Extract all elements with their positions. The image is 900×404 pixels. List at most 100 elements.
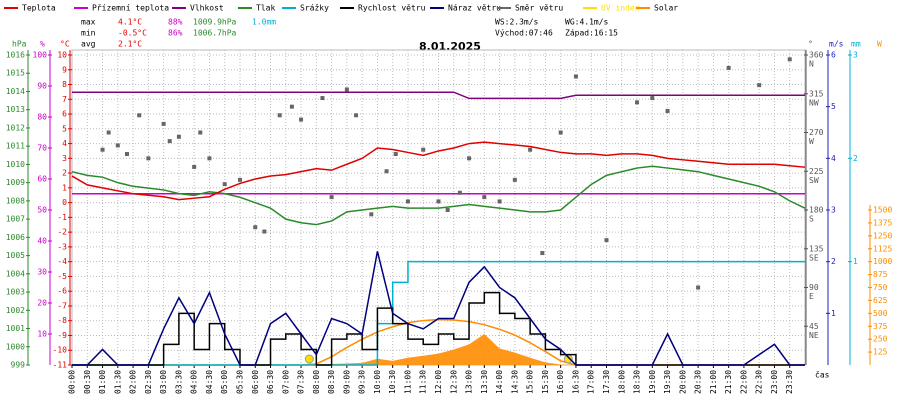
y-tick-label: 0 bbox=[62, 198, 67, 207]
wind-direction-point bbox=[137, 113, 142, 118]
y-tick-label: 10 bbox=[57, 51, 67, 60]
y-tick-label: 1375 bbox=[873, 218, 892, 227]
x-tick-label: 23:30 bbox=[785, 370, 794, 394]
x-tick-label: 20:00 bbox=[678, 370, 687, 394]
y-tick-label: 6 bbox=[62, 110, 67, 119]
x-tick-label: 05:00 bbox=[220, 370, 229, 394]
wind-direction-point bbox=[277, 113, 282, 118]
x-tick-label: 11:00 bbox=[403, 370, 412, 394]
y-tick-label: 90 bbox=[37, 82, 47, 91]
direction-label: NE bbox=[809, 331, 819, 340]
y-tick-label: 50 bbox=[37, 206, 47, 215]
y-tick-label: 250 bbox=[873, 335, 888, 344]
y-tick-label: 125 bbox=[873, 348, 888, 357]
solar-area bbox=[72, 334, 805, 365]
y-tick-label: 1 bbox=[853, 257, 858, 266]
wind-direction-point bbox=[106, 130, 111, 135]
y-tick-label: 2 bbox=[831, 257, 836, 266]
wind-direction-point bbox=[604, 238, 609, 243]
direction-label: S bbox=[809, 215, 814, 224]
x-tick-label: 18:00 bbox=[617, 370, 626, 394]
legend-label: Směr větru bbox=[515, 4, 563, 13]
y-axis-unit: hPa bbox=[12, 40, 27, 49]
y-axis-unit: ° bbox=[808, 40, 813, 49]
wind-direction-point bbox=[161, 121, 166, 126]
x-tick-label: 23:00 bbox=[770, 370, 779, 394]
x-tick-label: 15:30 bbox=[541, 370, 550, 394]
x-tick-label: 01:00 bbox=[98, 370, 107, 394]
y-tick-label: 3 bbox=[831, 206, 836, 215]
y-tick-label: 1004 bbox=[6, 269, 25, 278]
y-tick-label: 1007 bbox=[6, 215, 25, 224]
y-tick-label: 135 bbox=[809, 244, 824, 253]
wind-direction-point bbox=[787, 57, 792, 62]
legend-label: Tlak bbox=[256, 4, 275, 13]
y-tick-label: 1000 bbox=[873, 257, 892, 266]
y-tick-label: 6 bbox=[831, 51, 836, 60]
y-tick-label: 750 bbox=[873, 283, 888, 292]
y-axis-unit: mm bbox=[851, 40, 861, 49]
series-line bbox=[71, 141, 806, 201]
x-tick-label: 04:00 bbox=[190, 370, 199, 394]
wind-direction-point bbox=[665, 108, 670, 113]
wind-direction-point bbox=[354, 113, 359, 118]
info-text: Západ:16:15 bbox=[565, 29, 618, 38]
legend-label: Vlhkost bbox=[190, 4, 224, 13]
legend-label: Srážky bbox=[300, 4, 329, 13]
x-tick-label: 10:00 bbox=[373, 370, 382, 394]
y-tick-label: 4 bbox=[62, 139, 67, 148]
info-text: Východ:07:46 bbox=[495, 29, 553, 38]
wind-direction-point bbox=[262, 229, 267, 234]
wind-direction-point bbox=[100, 147, 105, 152]
wind-direction-point bbox=[222, 182, 227, 187]
y-tick-label: -3 bbox=[57, 242, 67, 251]
x-tick-label: 16:00 bbox=[556, 370, 565, 394]
y-tick-label: 360 bbox=[809, 51, 824, 60]
x-tick-label: 00:00 bbox=[68, 370, 77, 394]
wind-direction-point bbox=[405, 199, 410, 204]
wind-direction-point bbox=[482, 195, 487, 200]
x-tick-label: 05:30 bbox=[235, 370, 244, 394]
y-tick-label: 270 bbox=[809, 128, 824, 137]
wind-direction-point bbox=[573, 74, 578, 79]
y-tick-label: 375 bbox=[873, 322, 888, 331]
y-tick-label: 3 bbox=[62, 154, 67, 163]
y-tick-label: -4 bbox=[57, 257, 67, 266]
x-tick-label: 13:00 bbox=[465, 370, 474, 394]
x-tick-label: 00:30 bbox=[83, 370, 92, 394]
y-tick-label: -9 bbox=[57, 331, 67, 340]
stat-value: 1.0mm bbox=[252, 18, 276, 27]
y-tick-label: 1012 bbox=[6, 123, 25, 132]
y-tick-label: 80 bbox=[37, 113, 47, 122]
y-tick-label: 1015 bbox=[6, 69, 25, 78]
stat-value: 2.1°C bbox=[118, 40, 142, 49]
x-tick-label: 22:00 bbox=[739, 370, 748, 394]
y-axis-unit: °C bbox=[60, 40, 70, 49]
y-tick-label: 20 bbox=[37, 299, 47, 308]
y-tick-label: 2 bbox=[62, 169, 67, 178]
y-tick-label: 1005 bbox=[6, 251, 25, 260]
x-tick-label: 07:00 bbox=[281, 370, 290, 394]
y-tick-label: 1500 bbox=[873, 206, 892, 215]
y-tick-label: 1009 bbox=[6, 178, 25, 187]
wind-direction-point bbox=[445, 208, 450, 212]
x-tick-label: 14:30 bbox=[510, 370, 519, 394]
y-tick-label: 5 bbox=[831, 102, 836, 111]
stat-label: max bbox=[81, 18, 96, 27]
y-tick-label: -10 bbox=[53, 346, 68, 355]
y-tick-label: 90 bbox=[809, 283, 819, 292]
legend-label: Solar bbox=[654, 4, 678, 13]
y-tick-label: 30 bbox=[37, 268, 47, 277]
y-tick-label: 1008 bbox=[6, 196, 25, 205]
x-tick-label: 10:30 bbox=[388, 370, 397, 394]
y-tick-label: 625 bbox=[873, 296, 888, 305]
y-tick-label: 1016 bbox=[6, 51, 25, 60]
wind-direction-point bbox=[167, 139, 172, 144]
x-tick-label: 19:30 bbox=[663, 370, 672, 394]
y-tick-label: 45 bbox=[809, 322, 819, 331]
x-tick-label: 12:30 bbox=[449, 370, 458, 394]
y-tick-label: 1 bbox=[831, 309, 836, 318]
legend-label: UV index bbox=[601, 4, 640, 13]
wind-direction-point bbox=[207, 156, 212, 161]
y-tick-label: 9 bbox=[62, 65, 67, 74]
